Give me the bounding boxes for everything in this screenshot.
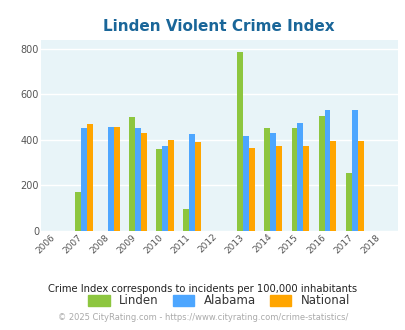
Bar [249,148,255,231]
Legend: Linden, Alabama, National: Linden, Alabama, National [88,294,349,307]
Bar [345,173,351,231]
Bar [108,127,114,231]
Text: © 2025 CityRating.com - https://www.cityrating.com/crime-statistics/: © 2025 CityRating.com - https://www.city… [58,313,347,322]
Bar [195,142,200,231]
Bar [351,110,357,231]
Bar [129,117,135,231]
Title: Linden Violent Crime Index: Linden Violent Crime Index [103,19,334,34]
Bar [168,140,174,231]
Bar [270,133,276,231]
Bar [87,124,93,231]
Bar [75,192,81,231]
Bar [324,110,330,231]
Bar [264,128,270,231]
Bar [357,141,362,231]
Bar [156,149,162,231]
Bar [291,128,297,231]
Bar [276,146,281,231]
Bar [303,146,309,231]
Bar [141,133,147,231]
Bar [330,141,336,231]
Bar [243,136,249,231]
Bar [237,52,243,231]
Text: Crime Index corresponds to incidents per 100,000 inhabitants: Crime Index corresponds to incidents per… [48,284,357,294]
Bar [318,116,324,231]
Bar [81,128,87,231]
Bar [183,209,189,231]
Bar [114,127,119,231]
Bar [297,123,303,231]
Bar [189,134,195,231]
Bar [135,128,141,231]
Bar [162,146,168,231]
